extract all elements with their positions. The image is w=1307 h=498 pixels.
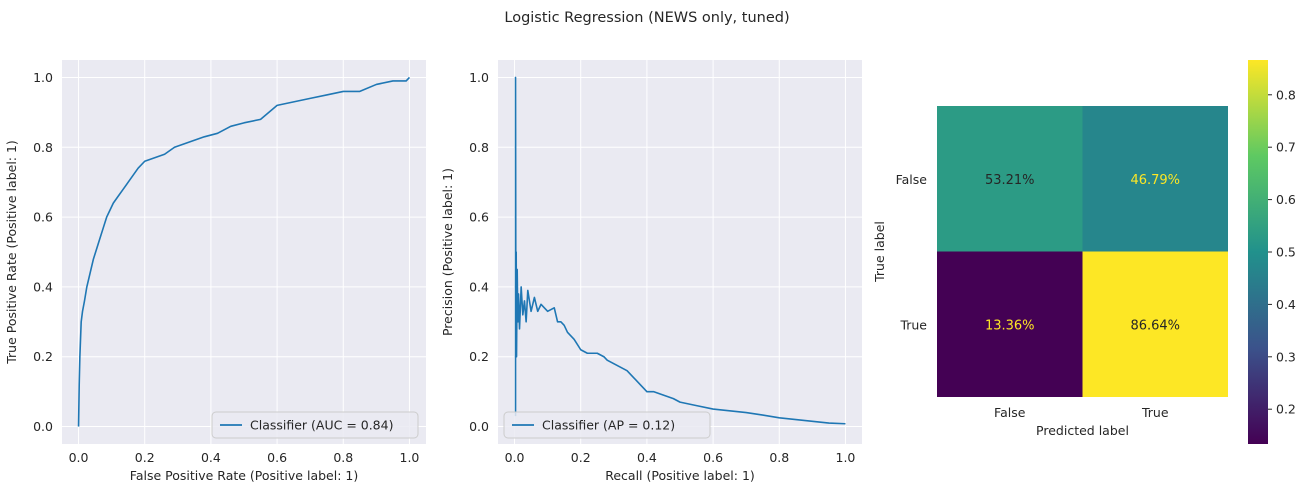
pr-y-tick-label: 0.0 bbox=[469, 419, 489, 434]
pr-x-tick-label: 0.4 bbox=[637, 450, 657, 465]
cm-cell bbox=[1082, 106, 1228, 252]
cm-y-tick-label: True bbox=[899, 317, 927, 332]
cm-cell-label: 46.79% bbox=[1130, 173, 1180, 188]
pr-x-tick-label: 0.2 bbox=[571, 450, 591, 465]
pr-y-tick-label: 1.0 bbox=[469, 70, 489, 85]
roc-x-tick-label: 0.6 bbox=[267, 450, 287, 465]
cm-x-tick-label: True bbox=[1141, 405, 1169, 420]
pr-plot-area bbox=[498, 60, 862, 444]
cm-colorbar-tick-label: 0.5 bbox=[1276, 245, 1296, 260]
pr-y-tick-label: 0.4 bbox=[469, 279, 489, 294]
roc-series-line bbox=[77, 76, 411, 427]
roc-y-tick-label: 0.8 bbox=[33, 140, 53, 155]
pr-x-tick-label: 0.6 bbox=[703, 450, 723, 465]
roc-x-tick-label: 0.0 bbox=[69, 450, 89, 465]
cm-colorbar-tick-label: 0.4 bbox=[1276, 297, 1296, 312]
cm-colorbar-tick-label: 0.3 bbox=[1276, 349, 1296, 364]
roc-y-tick-label: 0.0 bbox=[33, 419, 53, 434]
roc-y-axis-label: True Positive Rate (Positive label: 1) bbox=[4, 140, 19, 365]
cm-y-axis-label: True label bbox=[872, 221, 887, 283]
pr-legend: Classifier (AP = 0.12) bbox=[503, 411, 711, 439]
cm-cell-label: 53.21% bbox=[985, 173, 1035, 188]
cm-x-tick-label: False bbox=[994, 405, 1026, 420]
figure-title: Logistic Regression (NEWS only, tuned) bbox=[504, 10, 789, 26]
pr-y-tick-label: 0.6 bbox=[469, 210, 489, 225]
pr-x-tick-label: 0.0 bbox=[505, 450, 525, 465]
roc-legend-label: Classifier (AUC = 0.84) bbox=[250, 418, 393, 433]
roc-y-tick-label: 0.4 bbox=[33, 279, 53, 294]
precision-recall-chart: 0.0 0.2 0.4 0.6 0.8 1.0 0.0 0.2 0.4 0.6 0.8 1.0 Reca… bbox=[440, 60, 862, 483]
roc-legend: Classifier (AUC = 0.84) bbox=[211, 411, 419, 439]
pr-y-axis-label: Precision (Positive label: 1) bbox=[440, 168, 455, 336]
cm-cell bbox=[937, 106, 1083, 252]
confusion-matrix-chart: 53.21% 46.79% 13.36% 86.64% False True False Tr… bbox=[872, 60, 1296, 444]
pr-x-tick-label: 1.0 bbox=[836, 450, 856, 465]
cm-colorbar-tick-label: 0.6 bbox=[1276, 192, 1296, 207]
cm-cell-label: 13.36% bbox=[985, 318, 1035, 333]
cm-cell bbox=[937, 251, 1083, 397]
roc-x-tick-label: 0.4 bbox=[201, 450, 221, 465]
roc-x-tick-label: 0.8 bbox=[333, 450, 353, 465]
cm-cell bbox=[1082, 251, 1228, 397]
cm-colorbar-tick-label: 0.7 bbox=[1276, 140, 1296, 155]
roc-x-axis-label: False Positive Rate (Positive label: 1) bbox=[130, 468, 358, 483]
roc-x-tick-label: 1.0 bbox=[400, 450, 420, 465]
roc-plot-area bbox=[62, 60, 426, 444]
roc-curve-chart: 0.0 0.2 0.4 0.6 0.8 1.0 0.0 0.2 0.4 0.6 0.8 1.0 Fals… bbox=[4, 60, 426, 483]
cm-x-axis-label: Predicted label bbox=[1036, 423, 1129, 438]
pr-legend-label: Classifier (AP = 0.12) bbox=[542, 418, 675, 433]
roc-x-tick-label: 0.2 bbox=[135, 450, 155, 465]
cm-colorbar bbox=[1248, 60, 1268, 444]
pr-y-tick-label: 0.2 bbox=[469, 349, 489, 364]
cm-cell-label: 86.64% bbox=[1130, 318, 1180, 333]
cm-colorbar-tick-label: 0.2 bbox=[1276, 402, 1296, 417]
pr-x-axis-label: Recall (Positive label: 1) bbox=[605, 468, 755, 483]
pr-y-tick-label: 0.8 bbox=[469, 140, 489, 155]
pr-legend-box bbox=[503, 411, 711, 439]
roc-y-tick-label: 0.6 bbox=[33, 210, 53, 225]
pr-x-tick-label: 0.8 bbox=[769, 450, 789, 465]
cm-colorbar-tick-label: 0.8 bbox=[1276, 87, 1296, 102]
roc-y-tick-label: 1.0 bbox=[33, 70, 53, 85]
cm-y-tick-label: False bbox=[896, 172, 928, 187]
roc-legend-box bbox=[211, 411, 419, 439]
pr-series-line bbox=[514, 76, 846, 425]
roc-y-tick-label: 0.2 bbox=[33, 349, 53, 364]
